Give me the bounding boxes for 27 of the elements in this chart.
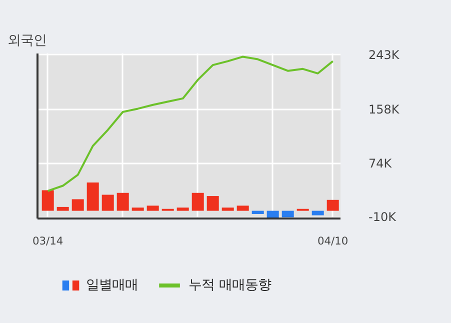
bar xyxy=(116,192,129,211)
bar xyxy=(102,194,114,211)
y-tick-label: 158K xyxy=(368,102,400,116)
x-tick-label: 03/14 xyxy=(32,234,64,248)
bar xyxy=(146,206,159,211)
bar xyxy=(282,210,294,218)
bar xyxy=(86,182,99,211)
bar xyxy=(252,210,264,214)
bar xyxy=(72,199,84,211)
chart-title: 외국인 xyxy=(8,34,46,48)
bar xyxy=(56,206,69,211)
y-tick-label: -10K xyxy=(368,210,398,224)
bar xyxy=(192,192,204,211)
bar xyxy=(176,208,189,211)
legend-label: 누적 매매동향 xyxy=(188,278,271,293)
bar xyxy=(326,200,339,211)
bar xyxy=(206,196,219,211)
bar xyxy=(132,208,144,211)
bar xyxy=(236,206,249,211)
bar xyxy=(312,210,324,216)
bar xyxy=(222,208,234,211)
line-series xyxy=(46,56,334,192)
legend-label: 일별매매 xyxy=(86,278,138,293)
x-tick-label: 04/10 xyxy=(317,234,348,248)
y-tick-label: 74K xyxy=(368,156,393,170)
bar xyxy=(42,190,54,211)
y-tick-label: 243K xyxy=(368,48,400,62)
